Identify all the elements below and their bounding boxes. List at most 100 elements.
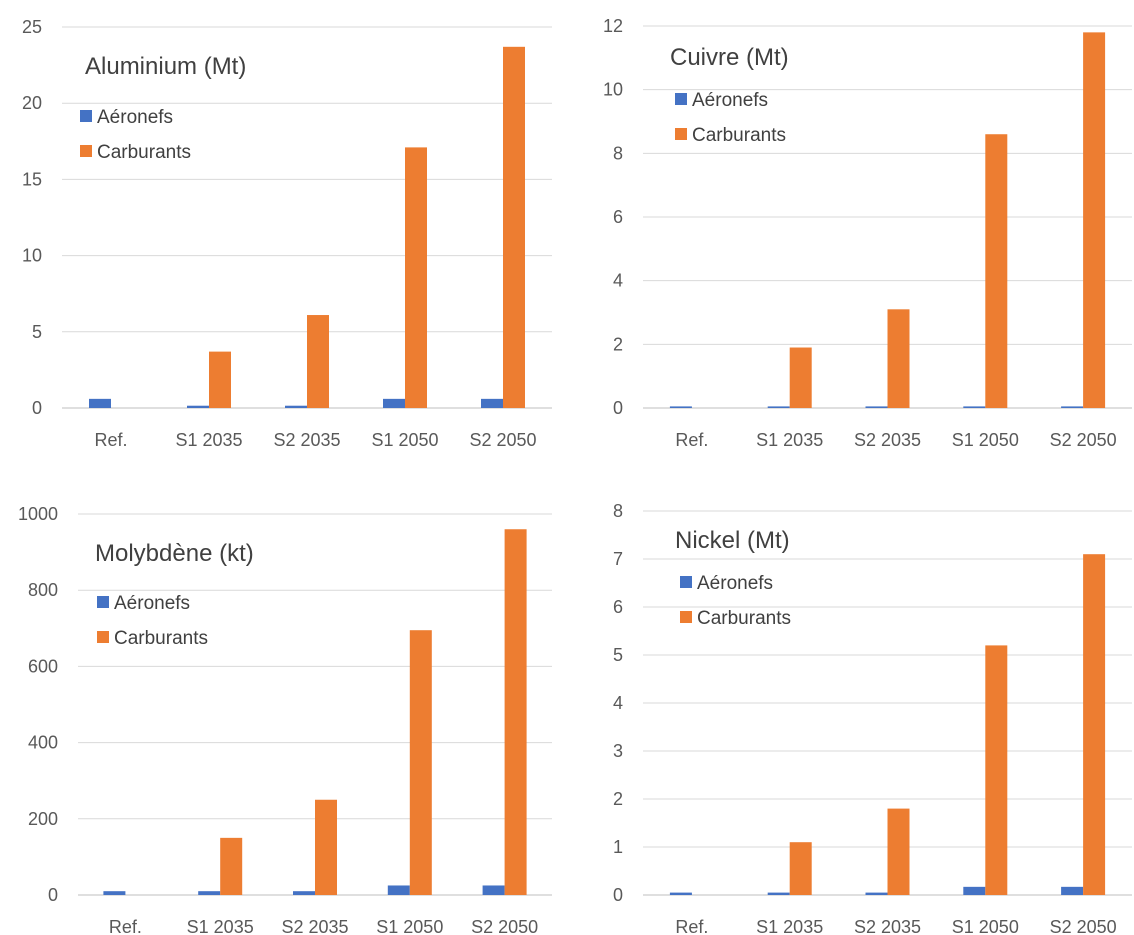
x-tick-label: S1 2050 bbox=[371, 430, 438, 450]
x-tick-label: S2 2035 bbox=[281, 917, 348, 935]
bar-aeronefs-s2-2050 bbox=[482, 885, 505, 895]
legend-swatch-aeronefs bbox=[680, 576, 692, 588]
bar-aeronefs-s1-2035 bbox=[767, 892, 790, 895]
chart-title: Aluminium (Mt) bbox=[85, 53, 246, 80]
legend-label-carburants: Carburants bbox=[692, 125, 786, 146]
bar-carburants-s2-2050 bbox=[1083, 32, 1106, 408]
y-tick-label: 4 bbox=[613, 271, 623, 291]
x-tick-label: S2 2035 bbox=[854, 917, 921, 935]
legend-swatch-carburants bbox=[675, 128, 687, 140]
legend-swatch-carburants bbox=[80, 145, 92, 157]
bar-carburants-s1-2035 bbox=[789, 347, 812, 408]
y-tick-label: 8 bbox=[613, 501, 623, 521]
bar-aeronefs-s2-2050 bbox=[481, 398, 503, 408]
bar-aeronefs-s2-2035 bbox=[865, 406, 888, 408]
y-tick-label: 1000 bbox=[18, 504, 58, 524]
legend-swatch-carburants bbox=[680, 611, 692, 623]
bar-carburants-s2-2050 bbox=[504, 529, 527, 895]
legend-swatch-aeronefs bbox=[80, 110, 92, 122]
y-tick-label: 2 bbox=[613, 334, 623, 354]
legend-label-aeronefs: Aéronefs bbox=[97, 107, 173, 128]
legend-label-carburants: Carburants bbox=[697, 608, 791, 629]
bar-carburants-s2-2035 bbox=[887, 808, 910, 895]
x-tick-label: S2 2035 bbox=[273, 430, 340, 450]
bar-carburants-s2-2035 bbox=[887, 309, 910, 408]
y-tick-label: 2 bbox=[613, 789, 623, 809]
legend-swatch-carburants bbox=[97, 631, 109, 643]
x-tick-label: S2 2050 bbox=[471, 917, 538, 935]
x-tick-label: Ref. bbox=[675, 917, 708, 935]
y-tick-label: 12 bbox=[603, 16, 623, 36]
x-tick-label: S1 2050 bbox=[376, 917, 443, 935]
bar-aeronefs-s2-2050 bbox=[1061, 886, 1084, 895]
y-tick-label: 10 bbox=[22, 246, 42, 266]
legend-label-aeronefs: Aéronefs bbox=[114, 593, 190, 614]
y-tick-label: 400 bbox=[28, 733, 58, 753]
chart-panel-nickel-mt: 0 1 2 3 4 5 6 7 8 Ref. S1 2035 S2 2035 S1 2050 S2 205… bbox=[613, 501, 1132, 935]
bar-aeronefs-s1-2035 bbox=[198, 891, 221, 895]
bar-aeronefs-s1-2050 bbox=[387, 885, 410, 895]
bar-carburants-s1-2035 bbox=[789, 842, 812, 895]
y-tick-label: 800 bbox=[28, 580, 58, 600]
y-tick-label: 1 bbox=[613, 837, 623, 857]
y-tick-label: 10 bbox=[603, 80, 623, 100]
y-tick-label: 7 bbox=[613, 549, 623, 569]
x-tick-label: Ref. bbox=[94, 430, 127, 450]
x-tick-label: S1 2050 bbox=[952, 917, 1019, 935]
bar-carburants-s1-2050 bbox=[409, 630, 432, 895]
chart-panel-molybdene-kt: 0 200 400 600 800 1000 Ref. S1 2035 S2 2035 S1 20… bbox=[18, 504, 552, 935]
legend-label-aeronefs: Aéronefs bbox=[692, 90, 768, 111]
bar-carburants-s2-2035 bbox=[315, 799, 337, 895]
chart-title: Nickel (Mt) bbox=[675, 527, 790, 554]
bar-carburants-s1-2035 bbox=[209, 351, 231, 408]
legend-label-aeronefs: Aéronefs bbox=[697, 573, 773, 594]
y-tick-label: 6 bbox=[613, 207, 623, 227]
bar-carburants-s1-2035 bbox=[220, 837, 243, 895]
bar-aeronefs-s2-2035 bbox=[293, 891, 315, 895]
bar-aeronefs-s1-2035 bbox=[187, 405, 209, 408]
bar-carburants-s1-2050 bbox=[985, 134, 1008, 408]
bar-aeronefs-ref bbox=[103, 891, 126, 895]
x-tick-label: S2 2050 bbox=[1050, 430, 1117, 450]
x-tick-label: S1 2035 bbox=[756, 917, 823, 935]
y-tick-label: 0 bbox=[613, 885, 623, 905]
x-tick-label: Ref. bbox=[109, 917, 142, 935]
bar-carburants-s2-2035 bbox=[307, 315, 329, 408]
x-tick-label: S1 2035 bbox=[175, 430, 242, 450]
bar-aeronefs-s1-2050 bbox=[383, 398, 405, 408]
legend-label-carburants: Carburants bbox=[97, 142, 191, 163]
x-tick-label: S1 2035 bbox=[187, 917, 254, 935]
y-tick-label: 6 bbox=[613, 597, 623, 617]
bar-aeronefs-ref bbox=[669, 892, 692, 895]
bar-aeronefs-s1-2035 bbox=[767, 406, 790, 408]
bar-carburants-s2-2050 bbox=[1083, 554, 1106, 895]
bar-aeronefs-ref bbox=[89, 398, 111, 408]
y-tick-label: 200 bbox=[28, 809, 58, 829]
bar-aeronefs-ref bbox=[669, 406, 692, 408]
y-tick-label: 600 bbox=[28, 656, 58, 676]
x-tick-label: S1 2035 bbox=[756, 430, 823, 450]
y-tick-label: 5 bbox=[32, 322, 42, 342]
legend-label-carburants: Carburants bbox=[114, 628, 208, 649]
bar-carburants-s2-2050 bbox=[503, 46, 525, 408]
bar-carburants-s1-2050 bbox=[405, 147, 427, 408]
chart-panel-cuivre-mt: 0 2 4 6 8 10 12 Ref. S1 2035 S2 2035 S1 2050 S2 205… bbox=[603, 16, 1132, 450]
chart-title: Molybdène (kt) bbox=[95, 540, 254, 567]
y-tick-label: 0 bbox=[32, 398, 42, 418]
x-tick-label: S2 2050 bbox=[469, 430, 536, 450]
y-tick-label: 8 bbox=[613, 143, 623, 163]
chart-title: Cuivre (Mt) bbox=[670, 44, 789, 71]
y-tick-label: 4 bbox=[613, 693, 623, 713]
bar-aeronefs-s2-2050 bbox=[1061, 406, 1084, 408]
y-tick-label: 0 bbox=[48, 885, 58, 905]
bar-aeronefs-s1-2050 bbox=[963, 886, 986, 895]
y-tick-label: 25 bbox=[22, 17, 42, 37]
bar-carburants-s1-2050 bbox=[985, 645, 1008, 895]
y-tick-label: 20 bbox=[22, 93, 42, 113]
y-tick-label: 15 bbox=[22, 169, 42, 189]
y-tick-label: 5 bbox=[613, 645, 623, 665]
bar-aeronefs-s1-2050 bbox=[963, 406, 986, 408]
y-tick-label: 3 bbox=[613, 741, 623, 761]
x-tick-label: S2 2035 bbox=[854, 430, 921, 450]
